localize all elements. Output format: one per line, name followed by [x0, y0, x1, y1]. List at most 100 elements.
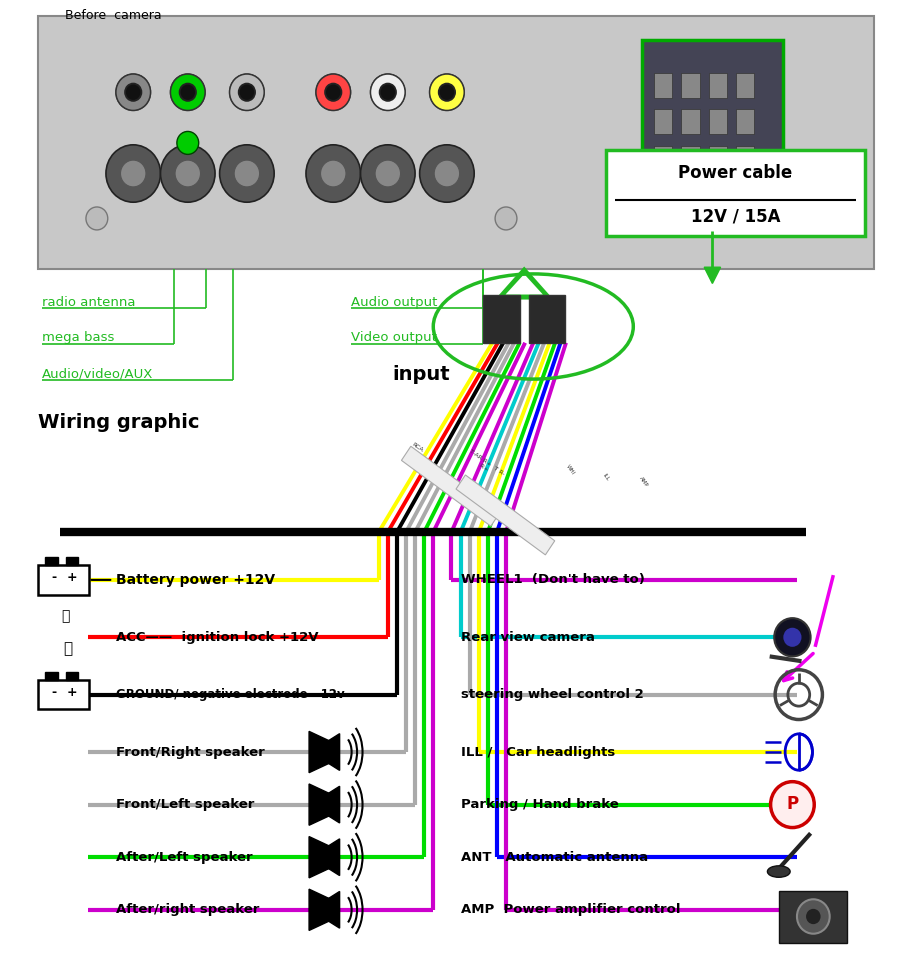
Text: Power cable: Power cable	[678, 164, 792, 182]
Bar	[483, 295, 519, 342]
Bar	[778, 891, 846, 944]
Circle shape	[360, 145, 415, 202]
Bar	[456, 475, 554, 555]
Text: RCA: RCA	[410, 441, 424, 453]
Circle shape	[179, 82, 197, 102]
Text: AMP: AMP	[637, 476, 648, 488]
Text: Front/Right speaker: Front/Right speaker	[116, 745, 264, 759]
Text: Video output: Video output	[351, 332, 437, 344]
Text: 12V / 15A: 12V / 15A	[690, 208, 780, 225]
Text: P: P	[785, 795, 798, 812]
Bar	[735, 109, 753, 134]
Bar	[708, 146, 726, 171]
Bar	[681, 73, 699, 98]
Circle shape	[306, 145, 360, 202]
Bar	[653, 146, 671, 171]
Polygon shape	[328, 892, 339, 928]
Text: -: -	[52, 687, 56, 699]
Text: GROUND/ negative electrode  -12v: GROUND/ negative electrode -12v	[116, 689, 344, 701]
Circle shape	[315, 74, 350, 110]
Bar	[641, 39, 783, 226]
Circle shape	[796, 900, 829, 934]
Text: -: -	[52, 572, 56, 584]
Bar	[653, 73, 671, 98]
Circle shape	[170, 74, 205, 110]
Circle shape	[320, 160, 345, 187]
Polygon shape	[309, 836, 328, 877]
Circle shape	[177, 131, 199, 154]
Circle shape	[370, 74, 404, 110]
Circle shape	[116, 74, 150, 110]
Text: After/right speaker: After/right speaker	[116, 903, 259, 916]
Circle shape	[773, 619, 810, 656]
Bar	[653, 109, 671, 134]
Circle shape	[175, 160, 200, 187]
Circle shape	[434, 160, 459, 187]
Text: Audio output: Audio output	[351, 296, 437, 309]
Circle shape	[437, 82, 456, 102]
Text: 🔑: 🔑	[61, 609, 69, 623]
Text: Before  camera: Before camera	[65, 10, 161, 22]
Circle shape	[120, 160, 146, 187]
Circle shape	[370, 74, 404, 110]
Circle shape	[170, 74, 205, 110]
Polygon shape	[309, 784, 328, 826]
Circle shape	[495, 207, 517, 230]
Text: steering wheel control 2: steering wheel control 2	[460, 689, 642, 701]
Bar	[735, 146, 753, 171]
Bar	[708, 73, 726, 98]
Polygon shape	[328, 786, 339, 823]
Bar	[681, 109, 699, 134]
Circle shape	[315, 74, 350, 110]
Text: Audio/video/AUX: Audio/video/AUX	[42, 368, 154, 381]
Text: T-AR R+  T R-
        R+: T-AR R+ T R- R+	[465, 449, 505, 481]
Bar	[708, 109, 726, 134]
Circle shape	[439, 84, 454, 100]
Text: +: +	[67, 572, 77, 584]
Bar	[605, 150, 865, 236]
Polygon shape	[703, 268, 720, 284]
Circle shape	[124, 82, 142, 102]
Text: +: +	[67, 687, 77, 699]
Bar	[46, 557, 58, 565]
Bar	[653, 182, 671, 207]
Text: mega bass: mega bass	[42, 332, 115, 344]
Bar	[735, 182, 753, 207]
Circle shape	[770, 782, 814, 828]
Text: ILL: ILL	[601, 473, 609, 481]
Circle shape	[374, 160, 400, 187]
Bar	[735, 73, 753, 98]
Text: AMP  Power amplifier control: AMP Power amplifier control	[460, 903, 680, 916]
Bar	[66, 557, 78, 565]
Circle shape	[419, 145, 474, 202]
Ellipse shape	[766, 866, 789, 877]
Polygon shape	[328, 839, 339, 876]
Circle shape	[240, 84, 254, 100]
Text: WHEEL1  (Don't have to): WHEEL1 (Don't have to)	[460, 573, 644, 586]
Text: Parking / Hand brake: Parking / Hand brake	[460, 798, 618, 811]
Circle shape	[238, 82, 256, 102]
Text: Battery power +12V: Battery power +12V	[116, 573, 275, 587]
Text: WHI: WHI	[565, 463, 575, 476]
Circle shape	[323, 82, 342, 102]
Bar	[37, 565, 88, 595]
Circle shape	[160, 145, 215, 202]
Circle shape	[220, 145, 274, 202]
Text: radio antenna: radio antenna	[42, 296, 136, 309]
Polygon shape	[309, 732, 328, 773]
Circle shape	[116, 74, 150, 110]
Circle shape	[230, 74, 264, 110]
Bar	[528, 295, 565, 342]
Text: After/Left speaker: After/Left speaker	[116, 851, 252, 864]
Circle shape	[106, 145, 160, 202]
Circle shape	[86, 207, 107, 230]
Circle shape	[234, 160, 260, 187]
Bar	[681, 146, 699, 171]
Bar	[681, 182, 699, 207]
Circle shape	[325, 84, 340, 100]
Circle shape	[126, 84, 140, 100]
Circle shape	[783, 628, 801, 646]
Bar	[37, 15, 874, 269]
Text: input: input	[392, 364, 449, 384]
Bar	[66, 672, 78, 680]
